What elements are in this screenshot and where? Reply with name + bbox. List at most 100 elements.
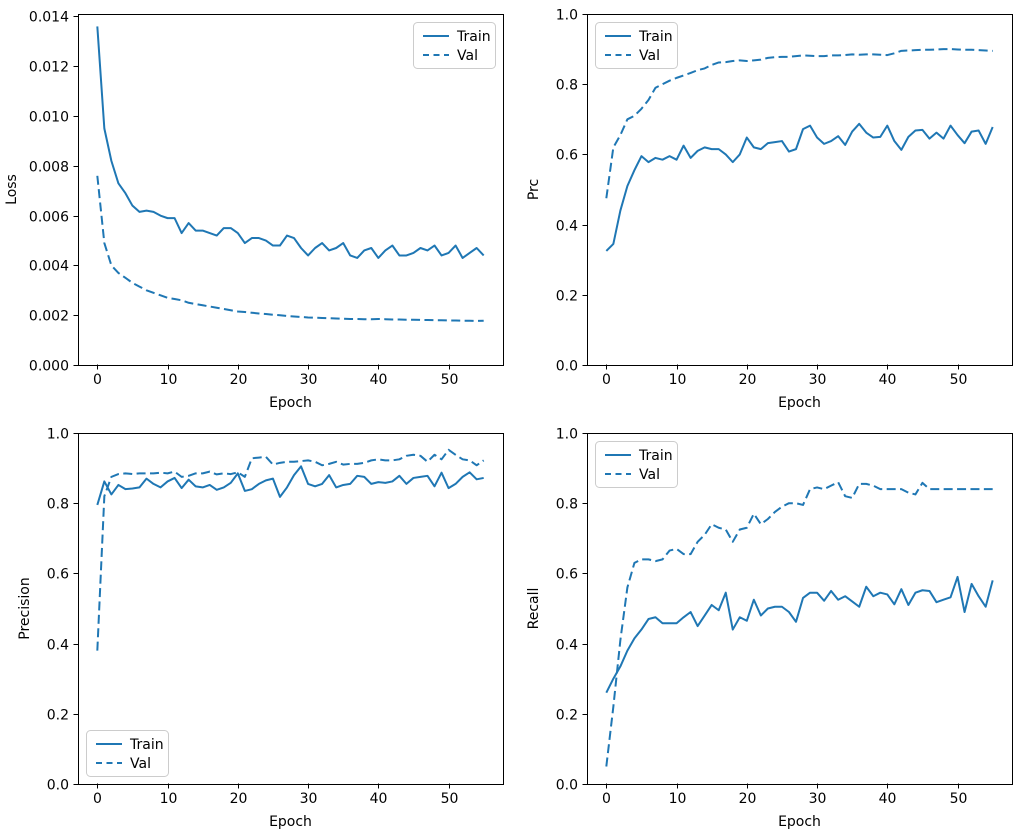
x-tick-label: 0 [93, 791, 102, 807]
legend-train-label: Train [456, 29, 491, 45]
x-axis: 0 10 20 30 40 50 [93, 783, 459, 807]
x-axis: 0 10 20 30 40 50 [93, 364, 459, 388]
y-axis-label: Precision [17, 577, 33, 639]
x-tick-label: 0 [93, 372, 102, 388]
y-tick-label: 0.010 [29, 110, 69, 126]
x-tick-label: 30 [809, 372, 827, 388]
x-tick-label: 20 [230, 791, 248, 807]
x-tick-label: 40 [370, 372, 388, 388]
axes-frame [587, 433, 1013, 785]
x-tick-label: 50 [950, 372, 968, 388]
y-tick-label: 0.0 [556, 359, 578, 375]
y-tick-label: 0.014 [29, 10, 69, 26]
series-group [96, 26, 485, 322]
y-tick-label: 0.8 [47, 497, 69, 513]
x-tick-label: 0 [602, 372, 611, 388]
y-tick-label: 0.8 [556, 497, 578, 513]
x-tick-label: 40 [370, 791, 388, 807]
x-tick-label: 0 [602, 791, 611, 807]
y-tick-label: 0.8 [556, 78, 578, 94]
subplot-prc: 0.0 0.2 0.4 0.6 0.8 1.0 0 10 20 30 40 50 Epoch Prc Tra… [509, 0, 1018, 419]
axes-frame [587, 14, 1013, 366]
precision-chart: 0.0 0.2 0.4 0.6 0.8 1.0 0 10 20 30 40 50 Epoch Precis… [17, 427, 504, 830]
y-tick-label: 0.2 [47, 708, 69, 724]
y-tick-label: 0.2 [556, 708, 578, 724]
y-tick-label: 1.0 [556, 427, 578, 443]
legend: Train Val [595, 22, 678, 69]
subplot-precision: 0.0 0.2 0.4 0.6 0.8 1.0 0 10 20 30 40 50 Epoch Precis… [0, 419, 509, 838]
y-tick-label: 0.008 [29, 160, 69, 176]
y-tick-label: 0.6 [556, 567, 578, 583]
x-tick-label: 30 [300, 791, 318, 807]
subplot-loss: 0.000 0.002 0.004 0.006 0.008 0.010 0.012 0.014… [0, 0, 509, 419]
val-line [96, 448, 485, 651]
y-tick-label: 0.6 [47, 567, 69, 583]
series-group [605, 481, 994, 767]
legend: Train Val [413, 22, 496, 69]
legend-box [595, 441, 678, 488]
y-tick-label: 0.4 [556, 219, 578, 235]
val-line [605, 48, 993, 199]
x-axis: 0 10 20 30 40 50 [602, 364, 968, 388]
x-tick-label: 10 [669, 372, 687, 388]
legend: Train Val [595, 441, 678, 488]
x-tick-label: 50 [441, 372, 459, 388]
val-line [96, 175, 484, 322]
x-tick-label: 10 [160, 791, 178, 807]
prc-chart: 0.0 0.2 0.4 0.6 0.8 1.0 0 10 20 30 40 50 Epoch Prc Tra… [526, 8, 1013, 411]
train-line [605, 575, 994, 694]
y-axis-label: Prc [526, 179, 542, 200]
y-tick-label: 0.004 [29, 259, 69, 275]
x-axis-label: Epoch [269, 814, 312, 830]
axes-frame [78, 433, 504, 785]
y-tick-label: 1.0 [556, 8, 578, 24]
x-tick-label: 40 [879, 791, 897, 807]
legend-val-label: Val [457, 48, 478, 64]
train-line [96, 26, 485, 259]
y-tick-label: 0.006 [29, 210, 69, 226]
y-tick-label: 0.4 [47, 638, 69, 654]
y-tick-label: 0.002 [29, 309, 69, 325]
y-tick-label: 0.6 [556, 148, 578, 164]
y-axis: 0.0 0.2 0.4 0.6 0.8 1.0 [556, 8, 588, 375]
x-tick-label: 40 [879, 372, 897, 388]
legend-box [413, 22, 496, 69]
x-axis: 0 10 20 30 40 50 [602, 783, 968, 807]
legend-train-label: Train [129, 737, 164, 753]
series-group [96, 448, 485, 651]
loss-chart: 0.000 0.002 0.004 0.006 0.008 0.010 0.012 0.014… [4, 10, 504, 411]
x-axis-label: Epoch [778, 814, 821, 830]
y-tick-label: 1.0 [47, 427, 69, 443]
legend-val-label: Val [130, 756, 151, 772]
x-tick-label: 20 [739, 372, 757, 388]
x-tick-label: 10 [160, 372, 178, 388]
x-tick-label: 20 [739, 791, 757, 807]
legend: Train Val [86, 730, 169, 777]
y-axis-label: Loss [4, 174, 20, 205]
y-tick-label: 0.0 [47, 778, 69, 794]
x-tick-label: 50 [950, 791, 968, 807]
x-axis-label: Epoch [269, 395, 312, 411]
y-axis: 0.0 0.2 0.4 0.6 0.8 1.0 [47, 427, 79, 794]
x-tick-label: 30 [809, 791, 827, 807]
y-axis: 0.000 0.002 0.004 0.006 0.008 0.010 0.012 0.014 [29, 10, 79, 375]
x-tick-label: 20 [230, 372, 248, 388]
y-tick-label: 0.0 [556, 778, 578, 794]
x-tick-label: 10 [669, 791, 687, 807]
legend-train-label: Train [638, 448, 673, 464]
x-tick-label: 30 [300, 372, 318, 388]
series-group [605, 48, 994, 252]
legend-train-label: Train [638, 29, 673, 45]
x-tick-label: 50 [441, 791, 459, 807]
y-axis-label: Recall [526, 588, 542, 630]
axes-frame [78, 14, 504, 366]
train-line [96, 465, 484, 506]
legend-box [595, 22, 678, 69]
y-tick-label: 0.4 [556, 638, 578, 654]
x-axis-label: Epoch [778, 395, 821, 411]
legend-val-label: Val [639, 48, 660, 64]
val-line [605, 481, 993, 767]
y-axis: 0.0 0.2 0.4 0.6 0.8 1.0 [556, 427, 588, 794]
train-line [605, 122, 994, 252]
y-tick-label: 0.000 [29, 359, 69, 375]
